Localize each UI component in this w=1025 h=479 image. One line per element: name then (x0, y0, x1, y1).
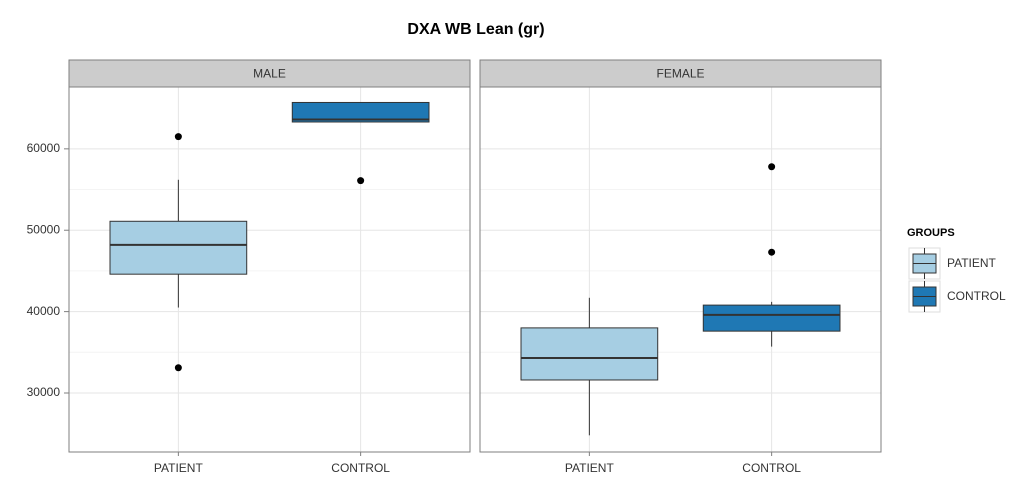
strip-label: MALE (253, 67, 286, 81)
box (291, 101, 430, 123)
outlier (357, 177, 365, 185)
panel-border (68, 86, 471, 453)
legend-label: CONTROL (947, 289, 1006, 303)
y-tick-label: 30000 (27, 385, 61, 399)
x-tick-label: CONTROL (331, 461, 390, 475)
box (520, 327, 659, 381)
strip-label: FEMALE (656, 67, 704, 81)
chart-title: DXA WB Lean (gr) (407, 21, 544, 38)
legend-title: GROUPS (907, 227, 955, 239)
panel-border (479, 86, 882, 453)
legend-label: PATIENT (947, 256, 997, 270)
panel-background (480, 87, 881, 452)
outlier (174, 133, 182, 141)
box (702, 304, 841, 332)
y-tick-label: 40000 (27, 304, 61, 318)
outlier (174, 364, 182, 372)
y-tick-label: 60000 (27, 141, 61, 155)
box (109, 220, 248, 275)
outlier (768, 163, 776, 171)
x-tick-label: PATIENT (565, 461, 615, 475)
outlier (768, 248, 776, 256)
y-tick-label: 50000 (27, 222, 61, 236)
x-tick-label: CONTROL (742, 461, 801, 475)
x-tick-label: PATIENT (154, 461, 204, 475)
strip (68, 59, 471, 88)
